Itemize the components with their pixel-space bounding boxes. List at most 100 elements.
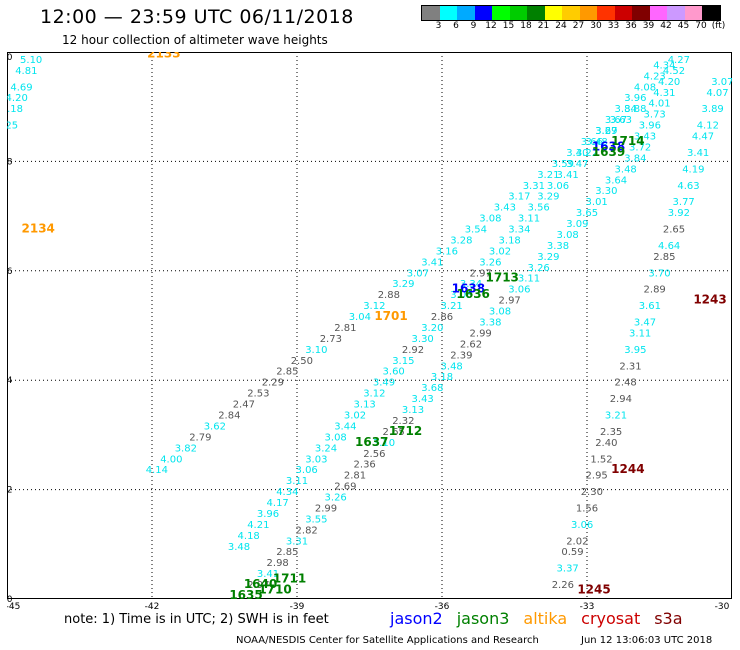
pass-time-label: 1244: [611, 462, 644, 476]
swh-value: 3.41: [687, 148, 709, 159]
swh-value: 4.00: [160, 454, 182, 465]
colorbar-label: 42: [660, 21, 672, 31]
swh-value: 3.15: [392, 356, 414, 367]
colorbar-swatch: [422, 6, 440, 20]
swh-value: 3.29: [392, 279, 414, 290]
swh-value: 3.08: [489, 307, 511, 318]
swh-value: 4.21: [247, 520, 269, 531]
swh-value: 3.47: [634, 318, 656, 329]
colorbar-label: 24: [555, 21, 567, 31]
colorbar-label: 18: [520, 21, 532, 31]
colorbar-label: 45: [677, 21, 690, 31]
swh-value: 4.31: [653, 88, 675, 99]
pass-time-label: 1712: [389, 424, 422, 438]
swh-value: 3.48: [441, 361, 463, 372]
swh-value: 4.69: [10, 82, 32, 93]
lon-tick-label: -45: [7, 602, 20, 612]
swh-value: 3.20: [421, 323, 443, 334]
swh-value: 3.60: [383, 367, 405, 378]
colorbar-label: 27: [572, 21, 585, 31]
swh-value: 4.14: [146, 465, 168, 476]
pass-time-label: 1711: [273, 572, 306, 586]
swh-value: 3.96: [639, 121, 661, 132]
swh-value: 3.06: [508, 285, 530, 296]
swh-value: 3.96: [624, 93, 646, 104]
pass-time-label: 1245: [577, 583, 610, 597]
swh-value: 3.43: [634, 132, 656, 143]
swh-value: 3.69: [595, 126, 617, 137]
swh-value: 5.10: [20, 55, 42, 66]
colorbar-swatch: [667, 6, 685, 20]
colorbar-swatch: [649, 6, 667, 20]
swh-value: 2.98: [267, 558, 289, 569]
swh-value: 3.72: [629, 142, 651, 153]
colorbar-swatch: [684, 6, 702, 20]
swh-value: 2.82: [296, 525, 318, 536]
swh-value: 3.08: [325, 432, 347, 443]
colorbar-label: 33: [607, 21, 620, 31]
pass-time-label: 1636: [457, 287, 490, 301]
swh-value: 3.38: [479, 318, 501, 329]
swh-value: 3.43: [412, 394, 434, 405]
swh-value: 3.18: [499, 235, 521, 246]
swh-value: 3.30: [595, 186, 617, 197]
swh-value: 3.48: [615, 164, 637, 175]
swh-value: 3.41: [421, 257, 443, 268]
swh-value: 2.26: [552, 580, 574, 591]
pass-time-label: 1639: [592, 145, 625, 159]
swh-value: 4.18: [7, 104, 23, 115]
swh-value: 3.01: [586, 197, 608, 208]
lat-tick-label: 44: [7, 376, 13, 386]
pass-time-label: 1701: [374, 309, 407, 323]
colorbar-swatch: [527, 6, 545, 20]
swh-value: 2.30: [581, 487, 603, 498]
altimeter-map: -45 -42 -39 -36 -33 -30 50 48 46 44 42 40 5.104.81 4.…: [7, 52, 732, 612]
swh-value: 2.97: [247, 580, 269, 591]
swh-value: 2.85: [276, 547, 298, 558]
pass-time-label: 1710: [258, 583, 291, 597]
lat-tick-label: 46: [7, 267, 13, 277]
swh-value: 3.54: [465, 225, 487, 236]
swh-value: 2.65: [383, 427, 405, 438]
swh-value: 2.86: [431, 312, 453, 323]
swh-value: 2.81: [334, 323, 356, 334]
pass-time-label: 1713: [486, 271, 519, 285]
swh-value: 3.95: [624, 345, 646, 356]
swh-value: 2.50: [291, 356, 313, 367]
swh-value: 4.19: [682, 164, 704, 175]
swh-value: 3.16: [436, 246, 458, 257]
swh-value: 3.21: [605, 410, 627, 421]
colorbar-label: 3: [435, 21, 442, 31]
swh-value: 2.47: [233, 400, 255, 411]
swh-value: 3.70: [648, 268, 670, 279]
legend-item-jason3: jason3: [456, 609, 510, 628]
swh-value: 3.10: [305, 345, 327, 356]
swh-value: 3.43: [494, 203, 516, 214]
swh-value: 3.06: [296, 465, 318, 476]
swh-value: 3.11: [286, 476, 308, 487]
swh-value: 3.38: [547, 241, 569, 252]
lat-tick-label: 50: [7, 53, 13, 63]
legend-item-s3a: s3a: [654, 609, 683, 628]
colorbar-swatch: [509, 6, 527, 20]
colorbar-labels: 3 6 9 12 15 18 21 24 27 30 33 36 39 42 45 70 (ft): [421, 21, 731, 33]
swh-value: 2.62: [460, 339, 482, 350]
swh-value: 4.08: [634, 82, 656, 93]
colorbar-label: 70: [695, 21, 707, 31]
pass-time-label: 1638: [592, 139, 625, 153]
legend-item-cryosat: cryosat: [581, 609, 641, 628]
swh-value: 3.26: [325, 493, 347, 504]
swh-value: 3.31: [523, 181, 545, 192]
colorbar-swatch: [702, 6, 720, 20]
swh-value: 3.66: [581, 137, 603, 148]
swh-value: 3.11: [518, 214, 540, 225]
swh-value: 3.77: [673, 197, 695, 208]
swh-value: 4.27: [668, 55, 690, 66]
swh-value: 3.41: [557, 170, 579, 181]
swh-value: 3.09: [566, 219, 588, 230]
swh-value: 3.48: [228, 542, 250, 553]
swh-value: 4.20: [658, 77, 680, 88]
swh-value: 2.35: [600, 427, 622, 438]
swh-value: 3.96: [257, 509, 279, 520]
plot-frame: [7, 52, 732, 599]
